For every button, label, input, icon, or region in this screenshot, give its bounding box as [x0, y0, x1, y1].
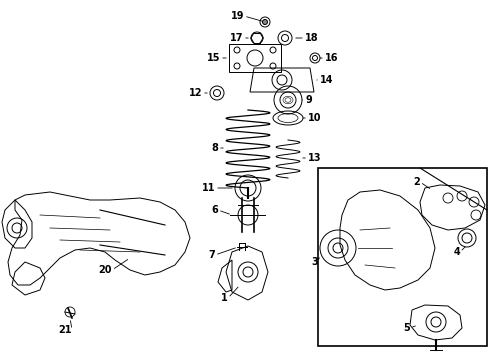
- Text: 20: 20: [98, 265, 112, 275]
- Text: 7: 7: [208, 250, 215, 260]
- Text: 8: 8: [211, 143, 218, 153]
- Text: 18: 18: [305, 33, 318, 43]
- Bar: [317, 168, 486, 346]
- Text: 11: 11: [201, 183, 215, 193]
- Text: 2: 2: [412, 177, 419, 187]
- Text: 15: 15: [206, 53, 220, 63]
- Text: 14: 14: [319, 75, 333, 85]
- Circle shape: [262, 19, 267, 24]
- Text: 1: 1: [221, 293, 227, 303]
- Text: 16: 16: [325, 53, 338, 63]
- Text: 12: 12: [188, 88, 202, 98]
- Text: 10: 10: [307, 113, 321, 123]
- Text: 3: 3: [311, 257, 317, 267]
- Text: 21: 21: [59, 325, 72, 335]
- Text: 17: 17: [229, 33, 243, 43]
- Text: 4: 4: [452, 247, 459, 257]
- Text: 13: 13: [307, 153, 321, 163]
- Text: 9: 9: [305, 95, 311, 105]
- Text: 19: 19: [230, 11, 244, 21]
- Text: 5: 5: [403, 323, 409, 333]
- Text: 6: 6: [211, 205, 218, 215]
